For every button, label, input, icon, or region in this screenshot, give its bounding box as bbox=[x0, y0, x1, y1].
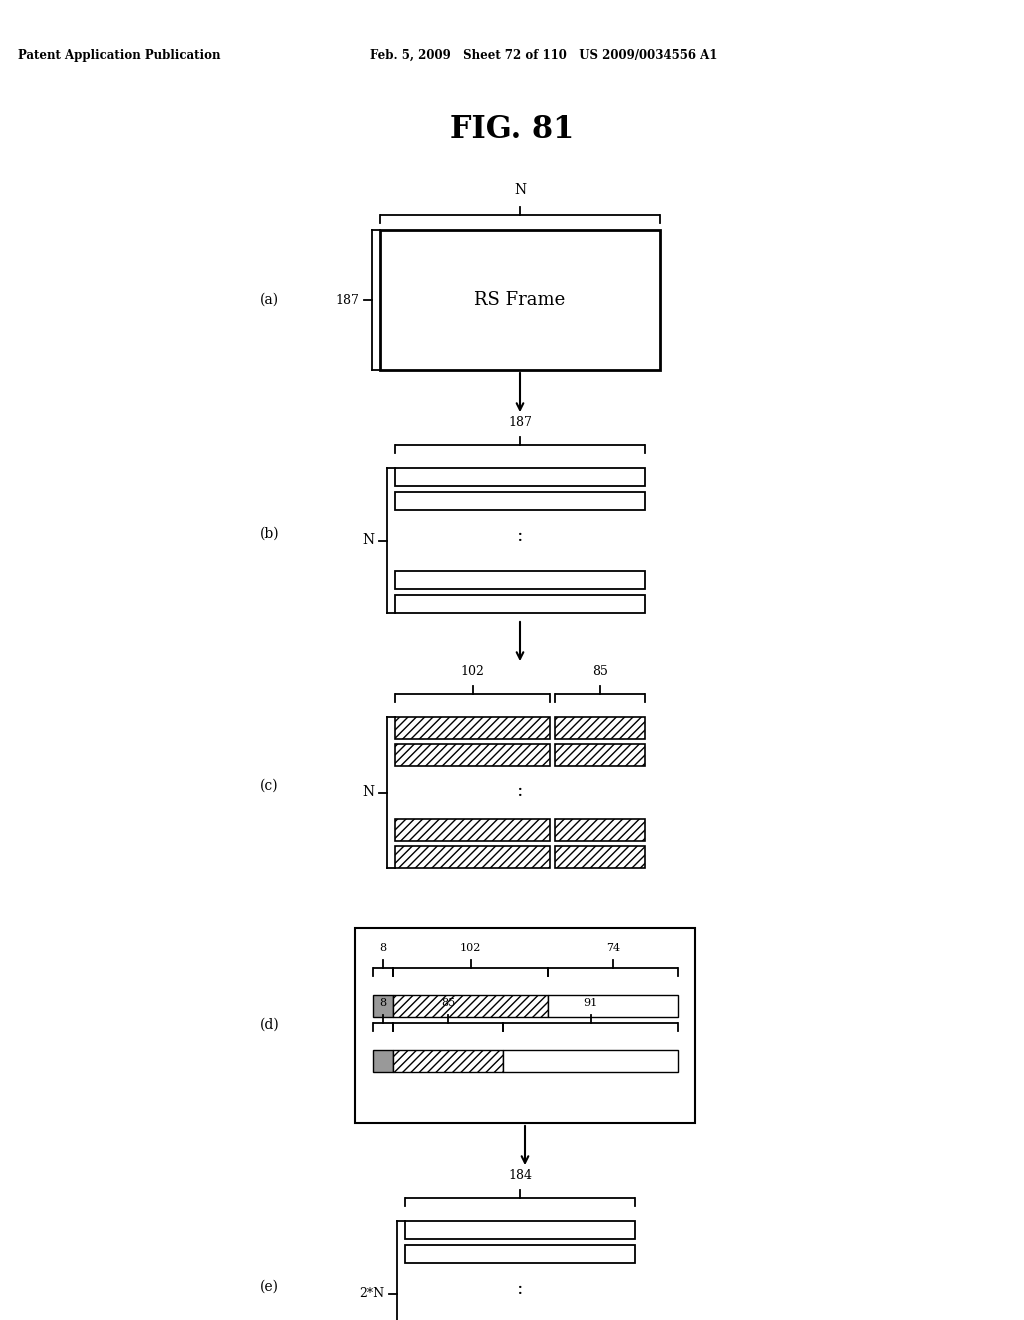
Bar bbox=[548, 995, 678, 1016]
Text: 2*N: 2*N bbox=[358, 1287, 384, 1300]
Bar bbox=[393, 1049, 503, 1072]
Bar bbox=[406, 1245, 635, 1263]
Text: N: N bbox=[361, 533, 374, 548]
Bar bbox=[395, 572, 645, 589]
Text: (e): (e) bbox=[260, 1280, 279, 1294]
Bar bbox=[380, 230, 660, 370]
Bar bbox=[395, 717, 550, 739]
Bar bbox=[393, 995, 548, 1016]
Text: :: : bbox=[517, 527, 523, 545]
Text: 187: 187 bbox=[508, 416, 531, 429]
Text: 187: 187 bbox=[335, 293, 359, 306]
Bar bbox=[395, 595, 645, 612]
Text: (d): (d) bbox=[260, 1018, 280, 1032]
Bar bbox=[395, 744, 550, 766]
Bar bbox=[395, 818, 550, 841]
Bar bbox=[555, 717, 645, 739]
Text: Feb. 5, 2009   Sheet 72 of 110   US 2009/0034556 A1: Feb. 5, 2009 Sheet 72 of 110 US 2009/003… bbox=[370, 49, 718, 62]
Text: (a): (a) bbox=[260, 293, 280, 308]
Bar bbox=[555, 744, 645, 766]
Text: 85: 85 bbox=[441, 998, 455, 1008]
Bar bbox=[555, 846, 645, 869]
Text: 74: 74 bbox=[606, 942, 621, 953]
Bar bbox=[373, 995, 393, 1016]
Bar bbox=[555, 818, 645, 841]
Bar bbox=[503, 1049, 678, 1072]
Text: (c): (c) bbox=[260, 779, 279, 793]
Text: RS Frame: RS Frame bbox=[474, 290, 565, 309]
Text: 91: 91 bbox=[584, 998, 598, 1008]
Text: :: : bbox=[517, 1280, 523, 1298]
Bar bbox=[406, 1221, 635, 1239]
Text: 8: 8 bbox=[380, 998, 387, 1008]
Text: 102: 102 bbox=[460, 942, 481, 953]
Bar bbox=[355, 928, 695, 1123]
Bar bbox=[373, 1049, 393, 1072]
Text: N: N bbox=[514, 183, 526, 197]
Text: 184: 184 bbox=[508, 1170, 532, 1181]
Text: 102: 102 bbox=[461, 665, 484, 678]
Bar bbox=[395, 492, 645, 510]
Text: 8: 8 bbox=[380, 942, 387, 953]
Text: FIG. 81: FIG. 81 bbox=[450, 115, 574, 145]
Bar bbox=[395, 846, 550, 869]
Text: :: : bbox=[517, 781, 523, 800]
Text: (b): (b) bbox=[260, 527, 280, 541]
Bar bbox=[395, 469, 645, 486]
Text: N: N bbox=[361, 785, 374, 800]
Text: 85: 85 bbox=[592, 665, 608, 678]
Text: Patent Application Publication: Patent Application Publication bbox=[18, 49, 220, 62]
